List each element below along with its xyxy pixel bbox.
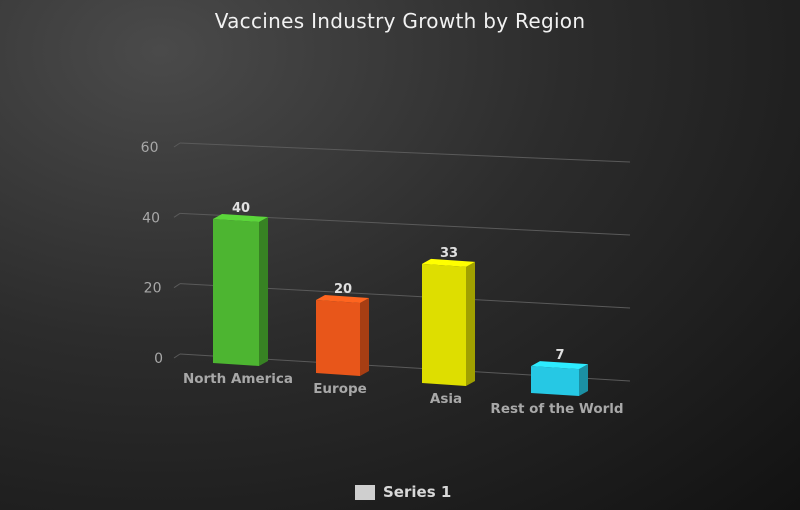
gridline-tick (173, 283, 181, 289)
bar-front-rest-of-the-world[interactable] (531, 366, 579, 396)
y-tick-label: 60 (141, 140, 159, 156)
bar-side (466, 261, 475, 386)
bar-top (531, 361, 588, 370)
data-label: 40 (232, 201, 250, 216)
bar-side (360, 298, 369, 376)
gridline-tick (173, 212, 181, 218)
data-label: 20 (334, 282, 352, 297)
gridline (179, 142, 631, 163)
bar-top (422, 258, 475, 267)
y-tick-label: 40 (142, 210, 160, 226)
bar-front-asia[interactable] (422, 263, 466, 386)
bar-top (213, 214, 268, 222)
bar-side (259, 217, 268, 366)
data-label: 7 (555, 348, 564, 363)
bar-side (579, 364, 588, 396)
data-label: 33 (440, 246, 458, 261)
y-tick-label: 0 (154, 351, 163, 367)
gridline-tick (173, 353, 181, 359)
x-category-label: Asia (430, 391, 462, 407)
legend[interactable]: Series 1 (355, 482, 451, 502)
y-tick-label: 20 (144, 281, 162, 297)
bar-front-north-america[interactable] (213, 219, 259, 366)
legend-swatch (355, 484, 375, 500)
bar-front-europe[interactable] (316, 300, 360, 376)
chart-title: Vaccines Industry Growth by Region (214, 9, 586, 33)
bar-top (316, 295, 369, 303)
x-category-label: North America (183, 371, 293, 387)
x-category-label: Europe (313, 381, 367, 397)
legend-label: Series 1 (383, 483, 452, 501)
gridline-tick (173, 142, 181, 148)
x-category-label: Rest of the World (490, 401, 623, 417)
